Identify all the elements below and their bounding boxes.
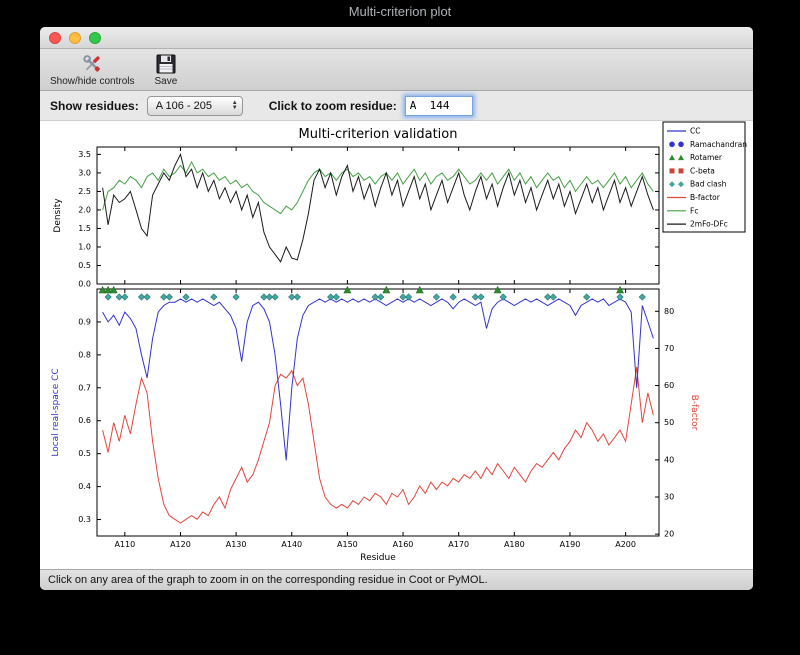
b-factor-line	[102, 366, 654, 524]
svg-text:0.6: 0.6	[78, 416, 91, 425]
svg-text:A110: A110	[114, 540, 135, 549]
legend-entry-bad-clash: Bad clash	[669, 180, 727, 189]
svg-text:B-factor: B-factor	[690, 193, 721, 202]
density-axis-label: Density	[53, 198, 63, 233]
bad-clash-markers	[104, 293, 646, 301]
multi-criterion-figure[interactable]: Multi-criterion validation 0.0 0.5 1.0 1.5 2.…	[40, 121, 753, 569]
svg-text:A170: A170	[448, 540, 469, 549]
svg-text:0.8: 0.8	[78, 350, 91, 359]
svg-text:A180: A180	[504, 540, 525, 549]
svg-text:3.5: 3.5	[78, 150, 91, 159]
window-controls	[49, 32, 101, 44]
svg-text:20: 20	[664, 530, 674, 539]
titlebar[interactable]	[40, 27, 753, 49]
svg-text:50: 50	[664, 418, 674, 427]
legend-entry-cc: CC	[667, 127, 700, 136]
svg-text:0.3: 0.3	[78, 515, 91, 524]
legend-entry-ramachandran: Ramachandran	[669, 140, 747, 149]
svg-text:C-beta: C-beta	[690, 166, 715, 175]
svg-text:A150: A150	[337, 540, 358, 549]
save-label: Save	[154, 75, 178, 87]
cc-bfactor-axes[interactable]	[96, 288, 660, 537]
cc-line	[102, 298, 654, 461]
svg-text:2.0: 2.0	[78, 205, 91, 214]
save-button[interactable]: Save	[154, 53, 178, 87]
show-hide-controls-button[interactable]: Show/hide controls	[50, 53, 135, 87]
svg-text:0.0: 0.0	[78, 280, 91, 289]
svg-text:0.5: 0.5	[78, 449, 91, 458]
svg-text:30: 30	[664, 493, 674, 502]
svg-text:A130: A130	[226, 540, 247, 549]
2mfo-dfc-line	[102, 152, 654, 263]
svg-text:0.5: 0.5	[78, 261, 91, 270]
cc-axis-label: Local real-space CC	[51, 368, 61, 456]
legend-entry-b-factor: B-factor	[667, 193, 721, 202]
svg-text:3.0: 3.0	[78, 168, 91, 177]
svg-text:Bad clash: Bad clash	[690, 180, 727, 189]
tools-icon	[83, 54, 101, 72]
svg-text:2.5: 2.5	[78, 187, 91, 196]
svg-text:Fc: Fc	[690, 206, 698, 215]
zoom-residue-label: Click to zoom residue:	[268, 98, 397, 113]
fc-line	[102, 160, 654, 215]
svg-text:60: 60	[664, 381, 674, 390]
legend: CC Ramachandran Rotamer C-beta Bad clash B-fa…	[662, 121, 747, 233]
bfactor-axis-label: B-factor	[689, 395, 699, 431]
residue-axis-label: Residue	[360, 553, 396, 563]
minimize-button[interactable]	[69, 32, 81, 44]
svg-text:70: 70	[664, 344, 674, 353]
toolbar: Show/hide controls Save	[40, 49, 753, 91]
zoom-window-button[interactable]	[89, 32, 101, 44]
svg-text:A140: A140	[281, 540, 302, 549]
svg-text:A160: A160	[393, 540, 414, 549]
svg-text:Ramachandran: Ramachandran	[690, 140, 747, 149]
svg-text:A190: A190	[560, 540, 581, 549]
legend-entry-c-beta: C-beta	[669, 166, 715, 175]
popup-stepper-icon: ▲ ▼	[231, 99, 238, 111]
axis-ticks: 0.0 0.5 1.0 1.5 2.0 2.5 3.0 3.5 0.3 0.4 0.5 0.6 0.7 0…	[78, 147, 674, 549]
svg-text:A120: A120	[170, 540, 191, 549]
legend-entry-rotamer: Rotamer	[669, 153, 723, 162]
residue-range-value: A 106 - 205	[155, 99, 212, 112]
show-residues-label: Show residues:	[50, 98, 139, 113]
svg-text:2mFo-DFc: 2mFo-DFc	[690, 220, 728, 229]
svg-text:1.0: 1.0	[78, 242, 91, 251]
show-hide-controls-label: Show/hide controls	[50, 75, 135, 87]
svg-text:1.5: 1.5	[78, 224, 91, 233]
multi-criterion-plot-window: Show/hide controls Save Show residues: A…	[40, 27, 753, 590]
svg-text:0.9: 0.9	[78, 317, 91, 326]
controls-bar: Show residues: A 106 - 205 ▲ ▼ Click to z…	[40, 91, 753, 121]
status-text: Click on any area of the graph to zoom i…	[48, 574, 488, 586]
figure-title: Multi-criterion validation	[299, 127, 458, 142]
statusbar: Click on any area of the graph to zoom i…	[40, 569, 753, 590]
close-button[interactable]	[49, 32, 61, 44]
legend-entry-fc: Fc	[667, 206, 698, 215]
svg-text:0.7: 0.7	[78, 383, 91, 392]
legend-entry-2mfo-dfc: 2mFo-DFc	[667, 220, 728, 229]
save-icon	[156, 54, 176, 73]
svg-text:CC: CC	[690, 127, 700, 136]
density-axes[interactable]	[96, 146, 660, 285]
svg-text:0.4: 0.4	[78, 482, 91, 491]
svg-text:Rotamer: Rotamer	[690, 153, 723, 162]
plot-canvas[interactable]: Multi-criterion validation 0.0 0.5 1.0 1.5 2.…	[40, 121, 753, 569]
rotamer-markers	[98, 285, 625, 294]
svg-text:80: 80	[664, 307, 674, 316]
zoom-residue-input[interactable]	[404, 95, 473, 116]
residue-range-select[interactable]: A 106 - 205 ▲ ▼	[146, 95, 243, 116]
screen-title: Multi-criterion plot	[348, 4, 452, 19]
svg-text:A200: A200	[615, 540, 636, 549]
svg-text:40: 40	[664, 455, 674, 464]
